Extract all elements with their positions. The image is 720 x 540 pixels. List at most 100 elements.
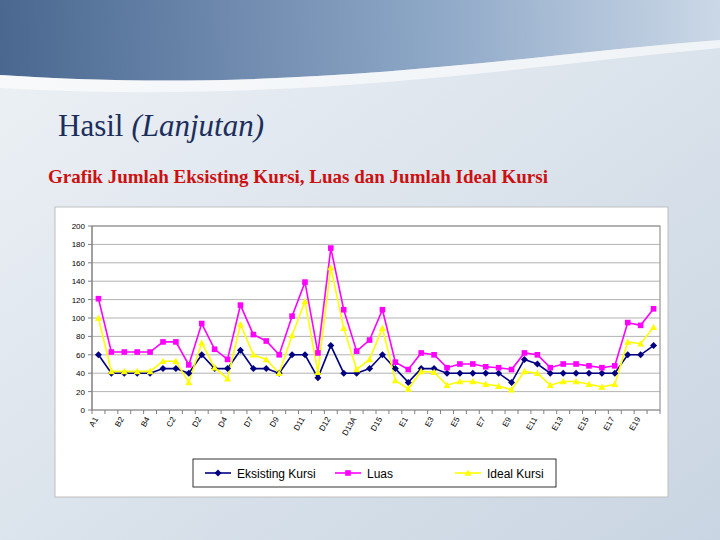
heading: Hasil(Lanjutan) — [58, 108, 264, 143]
x-tick — [130, 410, 131, 414]
x-tick — [143, 410, 144, 414]
point — [251, 332, 257, 338]
point — [444, 370, 451, 377]
point — [508, 386, 515, 392]
x-tick — [169, 410, 170, 414]
y-tick — [88, 226, 92, 227]
x-tick — [311, 410, 312, 414]
heading-text: Hasil — [58, 108, 123, 143]
point — [134, 368, 141, 374]
point — [598, 370, 605, 377]
point — [341, 307, 347, 313]
x-tick-label: E1 — [397, 415, 410, 428]
point — [405, 379, 412, 386]
point — [444, 365, 450, 371]
point — [457, 361, 463, 367]
x-tick — [543, 410, 544, 414]
point — [560, 378, 567, 384]
point — [327, 264, 334, 270]
x-tick — [117, 410, 118, 414]
y-tick — [88, 354, 92, 355]
point — [121, 349, 127, 355]
point — [289, 332, 296, 338]
point — [495, 370, 502, 377]
x-tick — [479, 410, 480, 414]
point — [186, 362, 192, 368]
point — [469, 378, 476, 384]
point — [185, 379, 192, 385]
point — [482, 370, 489, 377]
x-tick-label: E9 — [501, 415, 514, 428]
point — [470, 361, 476, 367]
series-line — [98, 267, 653, 389]
point — [109, 349, 115, 355]
point — [302, 351, 309, 358]
point — [599, 365, 605, 371]
point — [379, 351, 386, 358]
point — [534, 361, 541, 368]
legend-label: Luas — [367, 467, 393, 481]
x-tick — [182, 410, 183, 414]
x-tick — [221, 410, 222, 414]
x-tick-label: E11 — [524, 415, 539, 432]
y-tick — [88, 410, 92, 411]
point — [483, 364, 489, 370]
point — [212, 346, 218, 352]
banner — [0, 0, 720, 80]
x-tick — [234, 410, 235, 414]
point — [289, 351, 296, 358]
point — [289, 313, 295, 319]
point — [302, 298, 309, 304]
point — [638, 323, 644, 329]
x-tick-label: D4 — [216, 415, 229, 429]
point — [380, 307, 386, 313]
point — [611, 381, 618, 387]
x-tick-label: E13 — [550, 415, 565, 432]
point — [586, 370, 593, 377]
point — [95, 315, 102, 321]
point — [367, 337, 373, 343]
point — [276, 352, 282, 358]
x-tick — [208, 410, 209, 414]
point — [225, 357, 231, 363]
point — [547, 365, 553, 371]
point — [469, 370, 476, 377]
x-tick-label: B2 — [113, 415, 126, 428]
point — [586, 363, 592, 369]
x-tick-label: D15 — [369, 415, 384, 433]
legend — [193, 459, 556, 487]
point — [522, 350, 528, 356]
point — [547, 370, 554, 377]
y-tick-label: 40 — [76, 369, 85, 378]
point — [366, 356, 373, 362]
legend-marker — [215, 470, 222, 477]
y-tick-label: 80 — [76, 332, 85, 341]
point — [611, 370, 618, 377]
point — [521, 356, 528, 363]
point — [160, 365, 167, 372]
x-tick — [298, 410, 299, 414]
x-tick — [530, 410, 531, 414]
x-tick — [569, 410, 570, 414]
grid-line — [92, 391, 660, 392]
x-tick-label: D7 — [242, 415, 255, 429]
x-tick-label: D13A — [341, 415, 359, 437]
point — [456, 370, 463, 377]
point — [263, 338, 269, 344]
x-tick — [595, 410, 596, 414]
x-tick — [104, 410, 105, 414]
y-tick-label: 20 — [76, 388, 85, 397]
point — [650, 342, 657, 349]
x-tick-label: D11 — [292, 415, 307, 432]
point — [199, 321, 205, 327]
y-tick-label: 140 — [72, 277, 86, 286]
y-tick — [88, 336, 92, 337]
point — [573, 378, 580, 384]
point — [96, 296, 102, 302]
x-tick — [453, 410, 454, 414]
point — [650, 324, 657, 330]
point — [147, 368, 154, 374]
chart-area — [55, 207, 668, 497]
grid-line — [92, 226, 660, 227]
point — [276, 370, 283, 376]
